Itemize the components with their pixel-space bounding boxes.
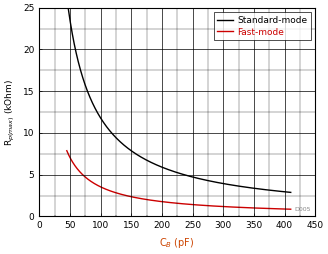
Standard-mode [194, 176, 197, 179]
Text: D005: D005 [295, 207, 311, 212]
Fast-mode [65, 149, 69, 152]
X-axis label: C$_B$ (pF): C$_B$ (pF) [159, 236, 195, 250]
Fast-mode [258, 207, 262, 210]
Fast-mode [201, 204, 205, 207]
Fast-mode [235, 206, 238, 209]
Standard-mode [234, 184, 238, 187]
Fast-mode [289, 208, 293, 211]
Y-axis label: R$_{p(max)}$ (kOhm): R$_{p(max)}$ (kOhm) [4, 78, 17, 146]
Line: Fast-mode: Fast-mode [67, 151, 291, 209]
Standard-mode [199, 178, 203, 181]
Standard-mode [76, 58, 80, 61]
Legend: Standard-mode, Fast-mode: Standard-mode, Fast-mode [214, 12, 311, 40]
Fast-mode [195, 203, 199, 207]
Standard-mode [62, 6, 66, 9]
Line: Standard-mode: Standard-mode [64, 8, 291, 192]
Standard-mode [257, 187, 261, 190]
Standard-mode [206, 179, 210, 182]
Standard-mode [289, 191, 293, 194]
Fast-mode [79, 171, 83, 174]
Fast-mode [208, 204, 212, 207]
